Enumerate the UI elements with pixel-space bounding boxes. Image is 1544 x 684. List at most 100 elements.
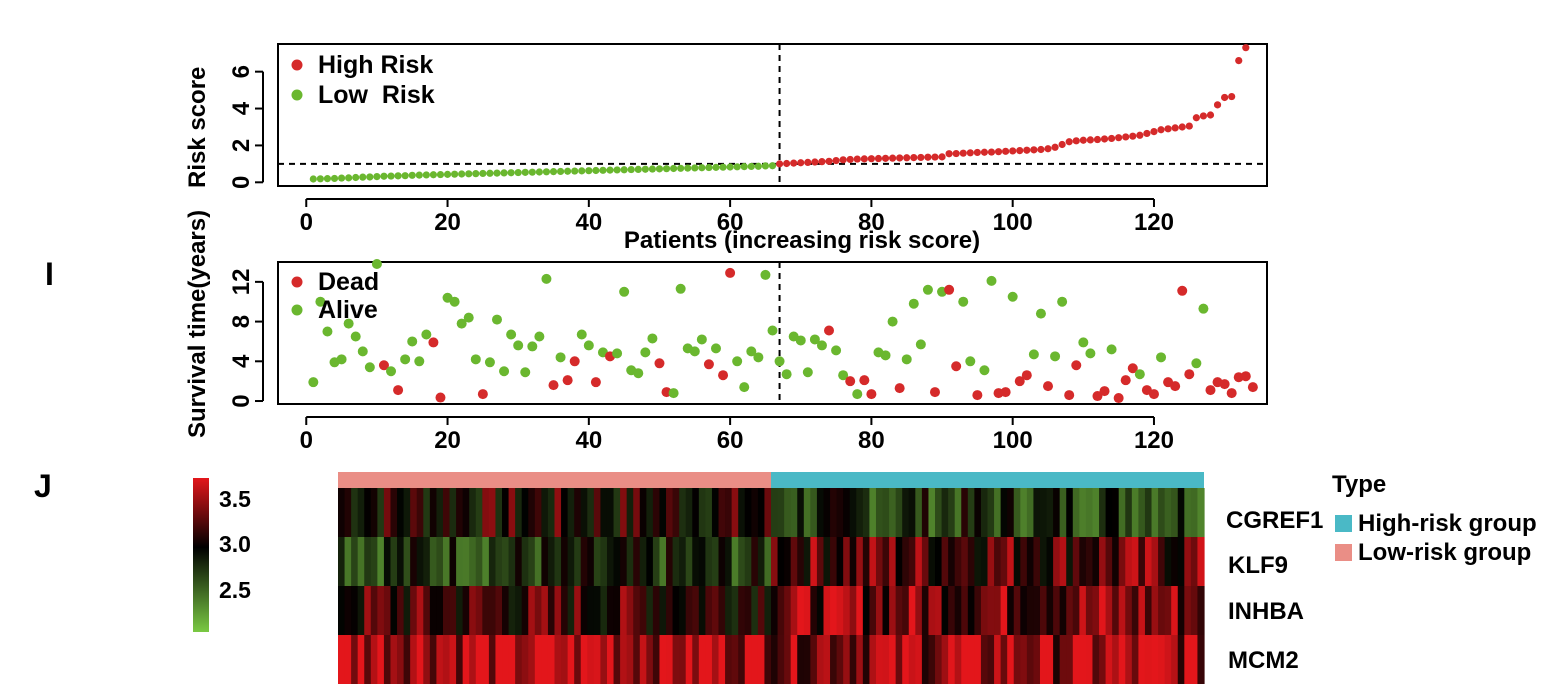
survival-x-tick-label: 0	[300, 427, 313, 454]
heatmap-cell	[659, 537, 667, 586]
heatmap-cell	[987, 635, 995, 684]
heatmap-cell	[1000, 586, 1008, 635]
heatmap-cell	[1039, 635, 1048, 684]
heatmap-cell	[987, 586, 995, 635]
survival-point	[400, 354, 411, 365]
survival-point	[675, 283, 686, 294]
heatmap-cell	[580, 586, 588, 635]
heatmap-cell	[1092, 488, 1100, 537]
survival-point	[1156, 352, 1167, 363]
heatmap-cell	[725, 537, 733, 586]
survival-point	[513, 340, 524, 351]
heatmap-cell	[1131, 586, 1139, 635]
heatmap-cell	[954, 586, 962, 635]
heatmap-cell	[1151, 586, 1159, 635]
heatmap-cell	[613, 586, 621, 635]
risk-point	[443, 170, 452, 178]
heatmap-cell	[790, 488, 798, 537]
heatmap-cell	[1164, 586, 1172, 635]
survival-point	[357, 346, 368, 357]
heatmap-cell	[666, 635, 674, 684]
risk-point	[1115, 134, 1123, 142]
heatmap-cell	[836, 635, 844, 684]
risk-point	[1072, 137, 1080, 145]
annotation-low-risk	[338, 472, 771, 488]
heatmap-cell	[889, 488, 897, 537]
heatmap-cell	[495, 537, 503, 586]
heatmap-cell	[561, 635, 569, 684]
survival-point	[1000, 387, 1011, 398]
heatmap-cell	[646, 635, 654, 684]
survival-point	[1134, 369, 1145, 380]
survival-point	[1240, 371, 1251, 382]
heatmap-cell	[456, 586, 464, 635]
heatmap-cell	[790, 635, 798, 684]
risk-point	[451, 170, 459, 178]
risk-point	[415, 171, 423, 179]
heatmap-cell	[889, 635, 897, 684]
heatmap-cell	[580, 537, 588, 586]
survival-point	[463, 312, 474, 323]
survival-point	[880, 350, 891, 361]
heatmap-cell	[1118, 635, 1126, 684]
risk-point	[945, 150, 953, 158]
heatmap-cell	[810, 635, 818, 684]
heatmap-cell	[987, 537, 995, 586]
panel-letter-j: J	[34, 468, 52, 504]
risk-point	[881, 154, 890, 162]
heatmap-cell	[679, 537, 687, 586]
survival-x-axis: 0 20 40 60 80 100 120	[300, 416, 1174, 454]
heatmap-cell	[338, 488, 346, 537]
heatmap-cell	[902, 537, 910, 586]
heatmap-cell	[1020, 488, 1028, 537]
heatmap-cell	[338, 635, 346, 684]
survival-point	[1028, 349, 1039, 360]
heatmap-cell	[672, 488, 680, 537]
heatmap-cell	[547, 537, 556, 586]
heatmap-cell	[620, 488, 628, 537]
type-legend-high-label: High-risk group	[1358, 510, 1537, 537]
heatmap-cell	[685, 586, 693, 635]
heatmap-cell	[659, 635, 667, 684]
survival-point	[527, 341, 538, 352]
risk-x-axis: 0 20 40 60 80 100 120	[300, 198, 1174, 236]
survival-y-axis: 0 4 8 12	[228, 269, 264, 408]
risk-point	[994, 148, 1003, 156]
heatmap-cell	[751, 586, 759, 635]
heatmap-cell	[1190, 537, 1199, 586]
risk-point	[330, 174, 339, 183]
heatmap-cell	[738, 586, 746, 635]
survival-point	[633, 368, 644, 379]
color-scale-tick-mid: 3.0	[219, 531, 251, 557]
heatmap-cell	[862, 635, 871, 684]
heatmap-cell	[961, 537, 969, 586]
heatmap-cell	[980, 537, 989, 586]
heatmap-cell	[777, 488, 785, 537]
heatmap-cell	[429, 488, 438, 537]
heatmap-cell	[574, 635, 582, 684]
survival-x-tick-label: 80	[858, 427, 885, 454]
survival-point	[732, 356, 743, 367]
heatmap-cell	[797, 488, 805, 537]
annotation-high-risk	[771, 472, 1204, 488]
heatmap-cell	[561, 488, 569, 537]
risk-point	[1023, 146, 1031, 154]
heatmap-cell	[994, 537, 1002, 586]
heatmap-cell	[705, 635, 713, 684]
survival-point	[590, 377, 601, 388]
heatmap-cell	[928, 635, 936, 684]
survival-points	[308, 258, 1258, 404]
heatmap-cell	[357, 635, 365, 684]
heatmap-cell	[738, 488, 746, 537]
survival-point	[1092, 391, 1103, 402]
risk-point	[564, 167, 572, 175]
heatmap-cell	[403, 488, 411, 537]
heatmap-cell	[1046, 488, 1054, 537]
survival-x-tick-label: 120	[1134, 427, 1174, 454]
risk-point	[655, 165, 664, 173]
heatmap-cell	[843, 635, 851, 684]
heatmap-cell	[488, 537, 497, 586]
survival-point	[1021, 370, 1032, 381]
heatmap-cell	[442, 635, 451, 684]
